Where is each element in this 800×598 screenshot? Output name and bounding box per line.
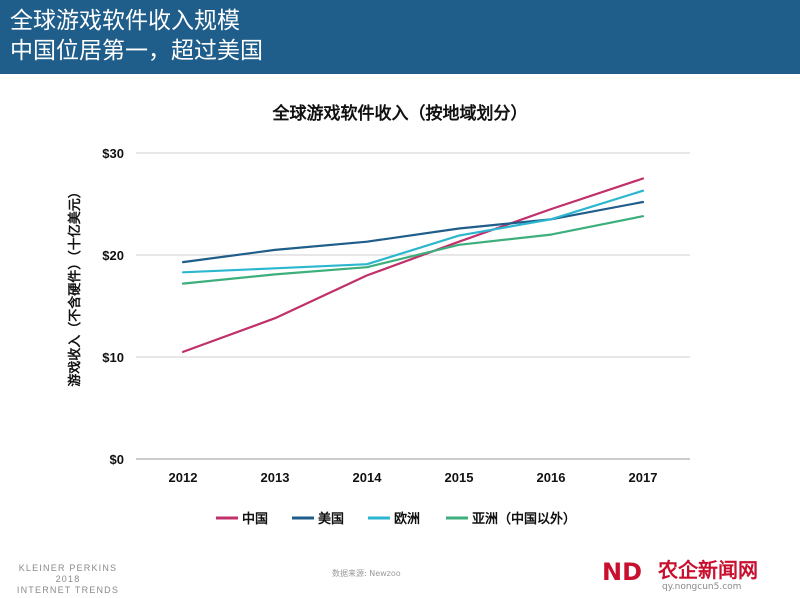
y-tick-label: $30: [102, 146, 124, 161]
legend-label: 亚洲（中国以外）: [472, 511, 576, 527]
x-tick-label: 2015: [445, 470, 474, 485]
series-line-2: [181, 189, 645, 274]
y-axis-label: 游戏收入（不含硬件）（十亿美元）: [67, 185, 83, 387]
y-tick-label: $20: [102, 248, 124, 263]
series-line-1: [181, 200, 645, 264]
legend-label: 美国: [318, 511, 344, 527]
series-line-0: [181, 177, 645, 353]
x-tick-label: 2012: [169, 470, 198, 485]
x-tick-label: 2014: [353, 470, 383, 485]
watermark-logo: ND: [602, 558, 643, 586]
chart-title: 全球游戏软件收入（按地域划分）: [272, 103, 528, 124]
y-tick-label: $10: [102, 350, 124, 365]
legend-label: 中国: [242, 511, 268, 527]
footer-org-year: 2018: [55, 574, 81, 584]
data-source-note: 数据来源: Newzoo: [332, 569, 401, 578]
footer-org-name: KLEINER PERKINS: [18, 563, 118, 573]
series-line-3: [181, 215, 645, 285]
footer-org-report: INTERNET TRENDS: [16, 585, 120, 595]
y-tick-label: $0: [110, 452, 124, 467]
x-tick-label: 2016: [537, 470, 566, 485]
title-banner: 全球游戏软件收入规模 中国位居第一，超过美国: [0, 0, 800, 74]
x-tick-label: 2013: [261, 470, 290, 485]
legend-label: 欧洲: [394, 511, 420, 527]
watermark-brand: 农企新闻网: [658, 558, 758, 582]
banner-title-line1: 全球游戏软件收入规模: [10, 8, 240, 34]
banner-title-line2: 中国位居第一，超过美国: [10, 38, 263, 64]
watermark-url: qy.nongcun5.com: [662, 582, 742, 592]
x-tick-label: 2017: [629, 470, 658, 485]
kleiner-perkins-logo: KLEINER PERKINS 2018 INTERNET TRENDS: [8, 563, 128, 596]
site-watermark: ND 农企新闻网 qy.nongcun5.com: [602, 556, 800, 596]
